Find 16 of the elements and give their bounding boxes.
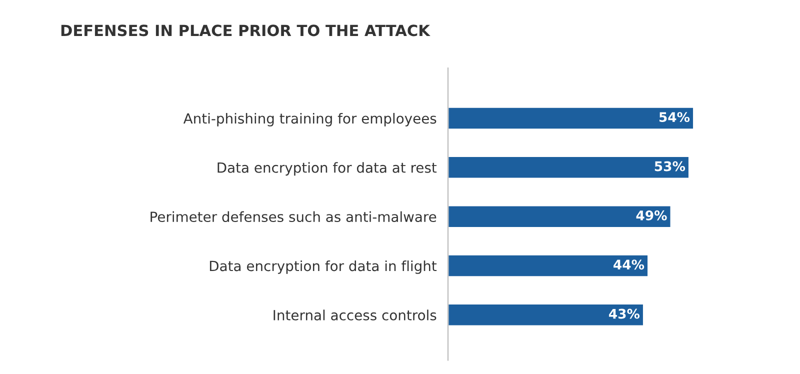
bar (448, 303, 644, 327)
y-tick-label: Internal access controls (274, 310, 436, 320)
data-label: 49% (636, 210, 667, 220)
y-tick-label: Perimeter defenses such as anti-malware (150, 211, 436, 222)
data-label: 44% (614, 260, 644, 270)
bar (448, 204, 672, 228)
data-label: 53% (654, 161, 686, 172)
y-tick-label: Data encryption for data in flight (210, 260, 437, 274)
y-tick-label: Data encryption for data at rest (218, 162, 437, 176)
data-label: 54% (659, 112, 690, 122)
text: DEFENSES IN PLACE PRIOR TO THE ATTACK (61, 24, 430, 36)
bar (448, 156, 690, 180)
y-tick-label: Anti-phishing training for employees (183, 112, 436, 126)
bar (448, 254, 649, 278)
bar (448, 106, 694, 130)
data-label: 43% (608, 308, 640, 319)
